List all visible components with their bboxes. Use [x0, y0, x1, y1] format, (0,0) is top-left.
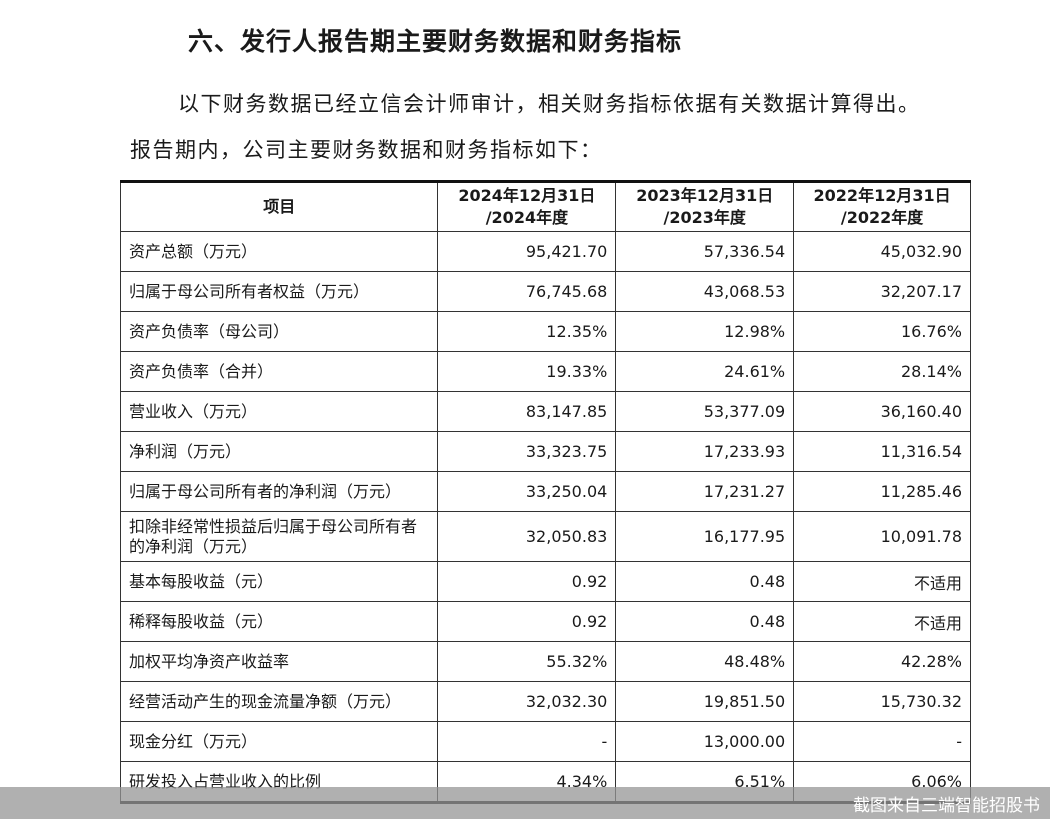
cell-value: 32,207.17	[793, 271, 971, 312]
row-label: 加权平均净资产收益率	[119, 641, 439, 682]
cell-value: 16,177.95	[615, 511, 795, 562]
cell-value: 24.61%	[615, 351, 795, 392]
row-label: 净利润（万元）	[119, 431, 439, 472]
cell-value: 57,336.54	[615, 231, 795, 272]
cell-value: -	[437, 721, 617, 762]
cell-value: 28.14%	[793, 351, 971, 392]
cell-value: 43,068.53	[615, 271, 795, 312]
watermark-text: 截图来自三端智能招股书	[853, 796, 1040, 816]
cell-value: 48.48%	[615, 641, 795, 682]
cell-value: 19,851.50	[615, 681, 795, 722]
row-label: 基本每股收益（元）	[119, 561, 439, 602]
cell-value: 36,160.40	[793, 391, 971, 432]
table-row: 现金分红（万元） -13,000.00-	[119, 721, 971, 762]
cell-value: 10,091.78	[793, 511, 971, 562]
table-row: 资产负债率（母公司） 12.35% 12.98% 16.76%	[119, 311, 971, 352]
cell-value: 45,032.90	[793, 231, 971, 272]
row-label: 归属于母公司所有者的净利润（万元）	[119, 471, 439, 512]
cell-value: 15,730.32	[793, 681, 971, 722]
header-period: 2023年12月31日 /2023年度	[615, 181, 795, 232]
cell-value: 19.33%	[437, 351, 617, 392]
row-label: 归属于母公司所有者权益（万元）	[119, 271, 439, 312]
row-label: 资产负债率（母公司）	[119, 311, 439, 352]
table-row: 基本每股收益（元） 0.92 0.48 不适用	[119, 561, 971, 602]
cell-value: 11,316.54	[793, 431, 971, 472]
watermark-band: 截图来自三端智能招股书	[0, 787, 1050, 819]
table-header-row: 项目 2024年12月31日 /2024年度 2023年12月31日 /2023年度…	[119, 181, 971, 232]
table-row: 归属于母公司所有者权益（万元） 76,745.68 43,068.53 32,207.…	[119, 271, 971, 312]
cell-value: -	[793, 721, 971, 762]
cell-value: 32,032.30	[437, 681, 617, 722]
cell-value: 不适用	[793, 601, 971, 642]
table-row: 资产负债率（合并） 19.33% 24.61% 28.14%	[119, 351, 971, 392]
row-label: 营业收入（万元）	[119, 391, 439, 432]
table-row: 经营活动产生的现金流量净额（万元） 32,032.30 19,851.50 15,73…	[119, 681, 971, 722]
cell-value: 53,377.09	[615, 391, 795, 432]
table-row: 营业收入（万元） 83,147.85 53,377.09 36,160.40	[119, 391, 971, 432]
cell-value: 17,233.93	[615, 431, 795, 472]
cell-value: 55.32%	[437, 641, 617, 682]
cell-value: 不适用	[793, 561, 971, 602]
table-row: 稀释每股收益（元） 0.92 0.48 不适用	[119, 601, 971, 642]
cell-value: 0.48	[615, 601, 795, 642]
row-label: 稀释每股收益（元）	[119, 601, 439, 642]
intro-paragraph: 以下财务数据已经立信会计师审计，相关财务指标依据有关数据计算得出。	[178, 92, 921, 116]
header-period: 2024年12月31日 /2024年度	[437, 181, 617, 232]
cell-value: 17,231.27	[615, 471, 795, 512]
cell-value: 12.98%	[615, 311, 795, 352]
row-label: 扣除非经常性损益后归属于母公司所有者的净利润（万元）	[119, 511, 439, 562]
cell-value: 0.48	[615, 561, 795, 602]
cell-value: 12.35%	[437, 311, 617, 352]
cell-value: 16.76%	[793, 311, 971, 352]
cell-value: 11,285.46	[793, 471, 971, 512]
cell-value: 42.28%	[793, 641, 971, 682]
cell-value: 33,323.75	[437, 431, 617, 472]
cell-value: 76,745.68	[437, 271, 617, 312]
row-label: 资产总额（万元）	[119, 231, 439, 272]
table-row: 净利润（万元） 33,323.75 17,233.93 11,316.54	[119, 431, 971, 472]
cell-value: 33,250.04	[437, 471, 617, 512]
section-title: 六、发行人报告期主要财务数据和财务指标	[188, 27, 683, 56]
row-label: 资产负债率（合并）	[119, 351, 439, 392]
cell-value: 83,147.85	[437, 391, 617, 432]
financial-table: 项目 2024年12月31日 /2024年度 2023年12月31日 /2023年度…	[119, 180, 971, 804]
table-row: 资产总额（万元） 95,421.70 57,336.54 45,032.90	[119, 231, 971, 272]
intro-paragraph-2: 报告期内，公司主要财务数据和财务指标如下：	[130, 138, 603, 162]
header-item: 项目	[119, 181, 439, 232]
header-period: 2022年12月31日 /2022年度	[793, 181, 971, 232]
row-label: 现金分红（万元）	[119, 721, 439, 762]
table-row: 加权平均净资产收益率 55.32% 48.48% 42.28%	[119, 641, 971, 682]
cell-value: 95,421.70	[437, 231, 617, 272]
cell-value: 0.92	[437, 561, 617, 602]
row-label: 经营活动产生的现金流量净额（万元）	[119, 681, 439, 722]
table-row: 扣除非经常性损益后归属于母公司所有者的净利润（万元） 32,050.83 16,17…	[119, 511, 971, 562]
cell-value: 32,050.83	[437, 511, 617, 562]
cell-value: 13,000.00	[615, 721, 795, 762]
cell-value: 0.92	[437, 601, 617, 642]
table-row: 归属于母公司所有者的净利润（万元） 33,250.04 17,231.27 11,28…	[119, 471, 971, 512]
